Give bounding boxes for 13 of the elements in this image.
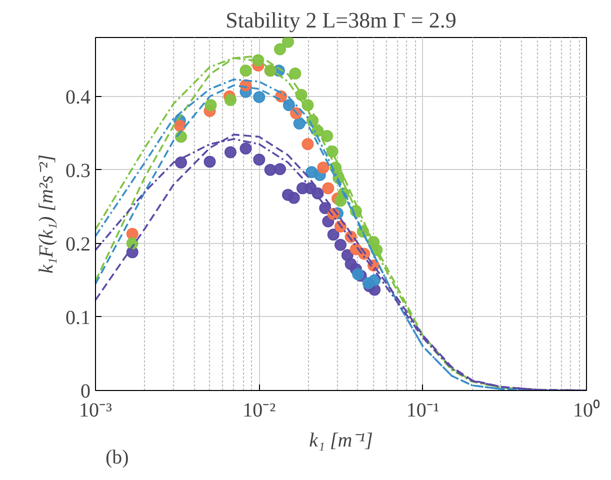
y-tick-label: 0.1 <box>66 306 90 329</box>
y-tick-label: 0.4 <box>66 86 90 108</box>
text: (b) <box>106 446 129 468</box>
chart-title: Stability 2 L=38m Γ = 2.9 <box>226 8 456 32</box>
y-tick-label: 0.2 <box>66 233 90 256</box>
x-tick-label: 10⁻³ <box>79 400 112 422</box>
y-axis-title: k₁F(k₁) [m²s⁻²] <box>36 154 58 274</box>
x-tick-label: 10⁰ <box>573 398 600 422</box>
x-tick-label: 10⁻² <box>242 400 276 422</box>
x-tick-label: 10⁻¹ <box>406 400 440 422</box>
y-tick-label: 0.3 <box>66 160 90 182</box>
y-tick-label: 0 <box>80 380 90 402</box>
x-axis-title: k₁ [m⁻¹] <box>309 430 373 452</box>
